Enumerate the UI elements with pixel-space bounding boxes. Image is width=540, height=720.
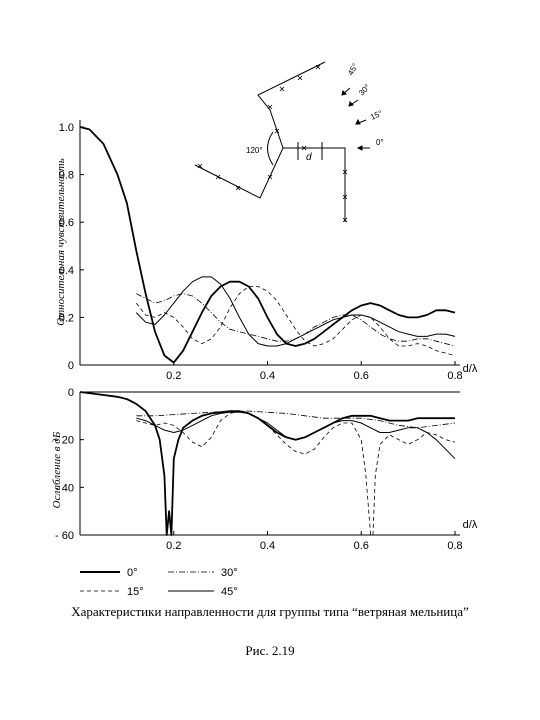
top-y-tick-label: 0 [68,360,74,372]
top-series-15deg [135,286,456,356]
top-y-axis-label: Относительная чувствительность [55,158,67,325]
element-markers [197,64,348,223]
array-arm-lower [194,147,284,199]
spacing-label: d [306,152,312,163]
direction-label-30: 30° [357,82,372,97]
bot-y-tick-label: 0 [68,387,74,399]
top-series-0deg [79,126,456,364]
bot-series-0deg [79,391,455,536]
bot-x-tick-label: 0.8 [447,540,462,552]
bot-x-tick-label: 0.4 [260,540,275,552]
direction-label-15: 15° [369,109,384,122]
bot-y-tick-label: - 40 [55,482,74,494]
bot-y-tick-label: - 60 [55,530,74,542]
direction-label-45: 45° [346,62,360,77]
angle-label: 120° [246,146,263,155]
legend-label-45: 45° [221,586,238,598]
top-series-45deg [135,276,456,347]
bot-y-tick-label: - 20 [55,435,74,447]
array-arm-right [283,147,346,222]
top-x-tick-label: 0.8 [447,370,462,382]
bot-series-45deg [136,411,456,460]
legend-label-15: 15° [127,586,144,598]
legend-label-30: 30° [221,567,238,579]
top-series-30deg [136,293,456,347]
top-y-tick-label: 0.2 [59,312,74,324]
bot-series-30deg [136,410,456,429]
bot-series-15deg [136,410,456,536]
figure-number: Рис. 2.19 [245,643,295,658]
sensitivity-chart: 0 0.2 0.4 0.6 0.8 1.0 0.2 0.4 0.6 0.8 Относитель… [55,120,478,382]
top-x-tick-label: 0.2 [166,370,181,382]
angle-arc [267,131,274,166]
top-y-tick-label: 0.4 [59,265,74,277]
bot-x-tick-label: 0.2 [166,540,181,552]
windmill-array-diagram [194,61,370,223]
top-y-tick-label: 1.0 [59,122,74,134]
bot-x-tick-label: 0.6 [354,540,369,552]
figure: 0 0.2 0.4 0.6 0.8 1.0 0.2 0.4 0.6 0.8 Относитель… [51,61,478,598]
top-y-tick-label: 0.6 [59,217,74,229]
figure-caption: Характеристики направленности для группы… [71,604,469,619]
legend-label-0: 0° [127,567,138,579]
array-arm-upper [257,61,326,149]
attenuation-chart: 0 - 20 - 40 - 60 0.2 0.4 0.6 0.8 Ослабление в … [51,387,478,552]
bottom-y-axis-label: Ослабление в дБ [51,431,63,508]
top-y-tick-label: 0.8 [59,170,74,182]
incidence-arrows [341,87,370,151]
legend: 0° 15° 30° 45° [80,567,238,598]
direction-label-0: 0° [376,138,384,147]
top-x-tick-label: 0.6 [354,370,369,382]
top-x-axis-label: d/λ [463,363,478,375]
top-x-tick-label: 0.4 [260,370,275,382]
bottom-x-axis-label: d/λ [463,519,478,531]
